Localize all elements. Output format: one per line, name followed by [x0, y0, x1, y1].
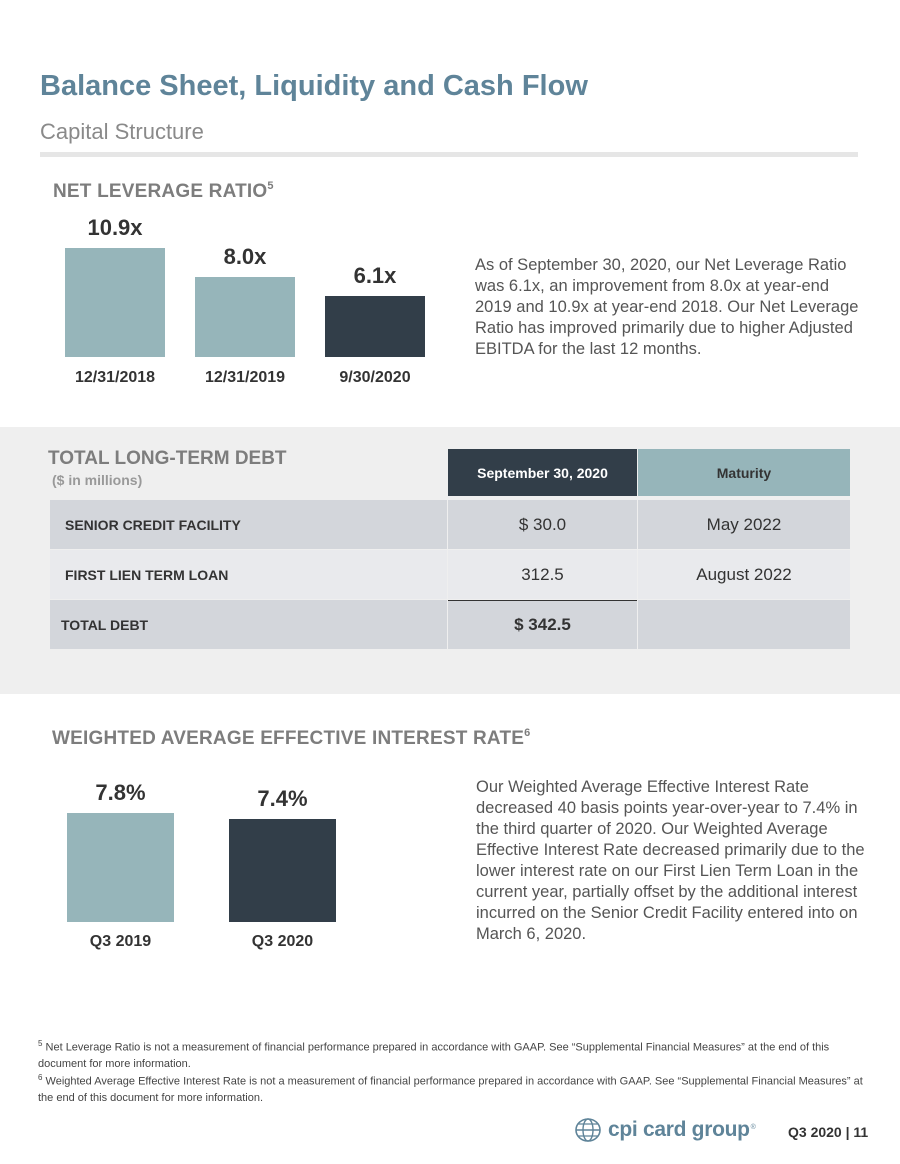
- leverage-heading-text: NET LEVERAGE RATIO: [53, 181, 268, 202]
- category-label: Q3 2020: [251, 933, 314, 950]
- row-label: FIRST LIEN TERM LOAN: [50, 550, 447, 599]
- row-maturity: August 2022: [638, 550, 850, 599]
- leverage-paragraph: As of September 30, 2020, our Net Levera…: [475, 256, 859, 358]
- page-subtitle: Capital Structure: [40, 119, 204, 144]
- row-label: TOTAL DEBT: [50, 600, 447, 649]
- data-label: 7.4%: [257, 785, 308, 811]
- bar-q3-2020: [229, 818, 336, 922]
- footnote-text: Weighted Average Effective Interest Rate…: [38, 1075, 863, 1104]
- data-label: 8.0x: [223, 244, 267, 269]
- data-label: 6.1x: [353, 263, 397, 288]
- page-number: Q3 2020 | 11: [788, 1124, 869, 1140]
- column-header-date: September 30, 2020: [448, 449, 637, 496]
- header-divider: [40, 152, 858, 157]
- registered-mark: ®: [750, 1123, 756, 1131]
- interest-heading: WEIGHTED AVERAGE EFFECTIVE INTEREST RATE…: [52, 727, 531, 750]
- interest-paragraph: Our Weighted Average Effective Interest …: [476, 778, 865, 943]
- row-amount: $ 30.0: [448, 500, 637, 549]
- logo-text: cpi card group: [608, 1118, 750, 1141]
- leverage-heading: NET LEVERAGE RATIO5: [53, 180, 274, 203]
- column-header-maturity: Maturity: [638, 449, 850, 496]
- data-label: 7.8%: [95, 780, 146, 805]
- row-amount: $ 342.5: [448, 600, 637, 649]
- footnote-number: 6: [38, 1073, 43, 1082]
- bar-q3-2019: [67, 813, 174, 922]
- debt-unit-note: ($ in millions): [52, 472, 143, 488]
- category-label: Q3 2019: [89, 933, 152, 950]
- table-row: FIRST LIEN TERM LOAN 312.5 August 2022: [50, 550, 850, 599]
- row-label: SENIOR CREDIT FACILITY: [50, 500, 447, 549]
- bar-12-31-2018: [65, 248, 165, 357]
- category-label: 12/31/2019: [204, 369, 286, 386]
- row-amount: 312.5: [448, 550, 637, 599]
- company-logo: cpi card group ®: [574, 1117, 756, 1143]
- row-maturity: May 2022: [638, 500, 850, 549]
- debt-title: TOTAL LONG-TERM DEBT: [48, 448, 287, 469]
- table-row-total: TOTAL DEBT $ 342.5: [50, 600, 850, 649]
- footnote-6: 6 Weighted Average Effective Interest Ra…: [38, 1070, 868, 1106]
- globe-icon: [575, 1118, 601, 1142]
- bar-9-30-2020: [325, 296, 425, 357]
- footnote-text: Net Leverage Ratio is not a measurement …: [38, 1041, 830, 1070]
- bar-12-31-2019: [195, 277, 295, 357]
- table-row: SENIOR CREDIT FACILITY $ 30.0 May 2022: [50, 500, 850, 549]
- data-label: 10.9x: [87, 215, 143, 240]
- leverage-footnote-ref: 5: [267, 180, 274, 192]
- category-label: 12/31/2018: [74, 369, 156, 386]
- category-label: 9/30/2020: [339, 369, 411, 386]
- page-title: Balance Sheet, Liquidity and Cash Flow: [40, 70, 588, 102]
- footnote-5: 5 Net Leverage Ratio is not a measuremen…: [38, 1036, 868, 1072]
- interest-footnote-ref: 6: [524, 727, 531, 739]
- row-maturity: [638, 600, 850, 649]
- interest-heading-text: WEIGHTED AVERAGE EFFECTIVE INTEREST RATE: [52, 728, 525, 749]
- footnote-number: 5: [38, 1039, 43, 1048]
